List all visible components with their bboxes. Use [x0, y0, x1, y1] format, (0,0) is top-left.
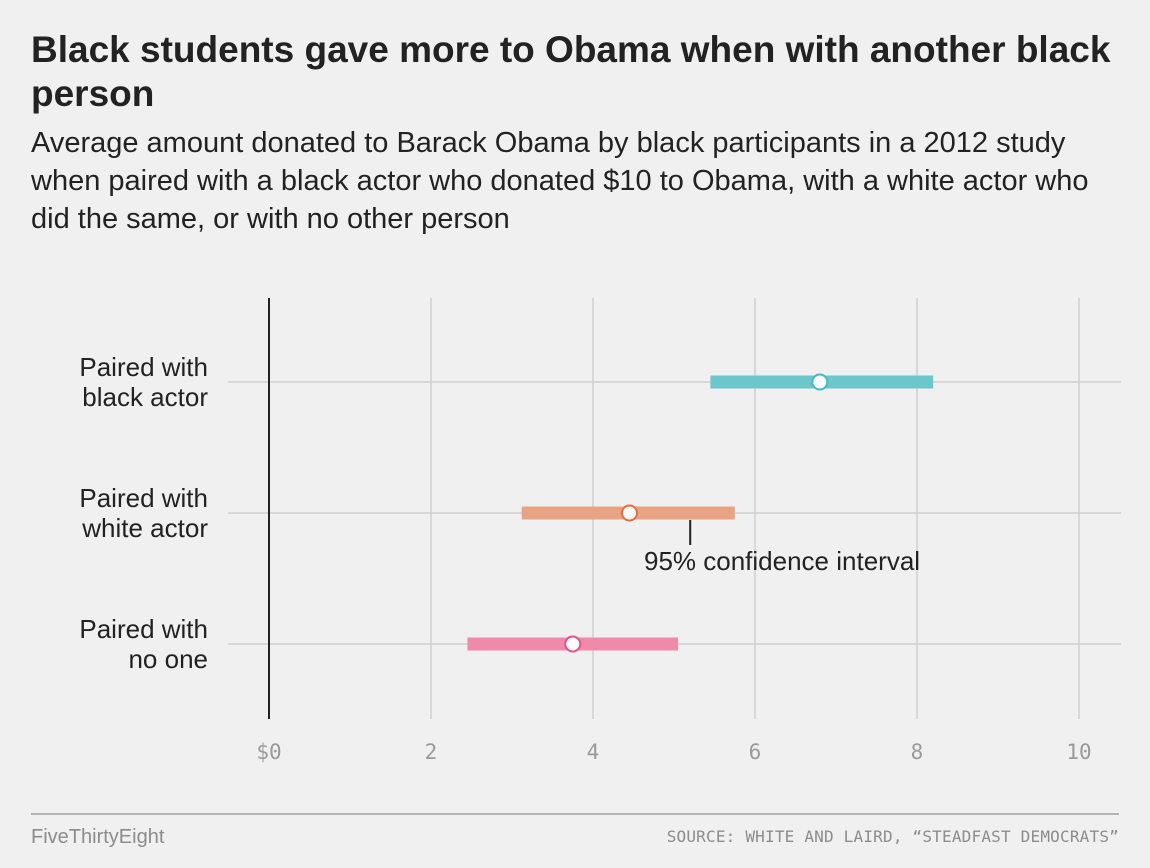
row-label: Paired with	[79, 614, 208, 644]
x-tick-label: 10	[1066, 740, 1091, 764]
mean-point	[811, 373, 829, 391]
x-tick-label: 6	[749, 740, 762, 764]
mean-point	[620, 504, 638, 522]
row-label: Paired with	[79, 352, 208, 382]
chart-title: Black students gave more to Obama when w…	[31, 29, 1111, 114]
annotation-label: 95% confidence interval	[644, 546, 920, 576]
x-tick-label: 4	[587, 740, 600, 764]
x-tick-label: $0	[256, 740, 281, 764]
footer-divider	[31, 813, 1119, 815]
x-tick-label: 8	[911, 740, 924, 764]
brand-label: FiveThirtyEight	[31, 826, 165, 848]
row-label: black actor	[82, 382, 208, 412]
row-label: no one	[128, 644, 208, 674]
row-label: Paired with	[79, 483, 208, 513]
row-label: white actor	[81, 513, 208, 543]
mean-point	[564, 635, 582, 653]
x-tick-label: 2	[425, 740, 438, 764]
chart-subtitle: Average amount donated to Barack Obama b…	[31, 127, 1089, 235]
source-label: SOURCE: WHITE AND LAIRD, “STEADFAST DEMO…	[666, 827, 1119, 846]
